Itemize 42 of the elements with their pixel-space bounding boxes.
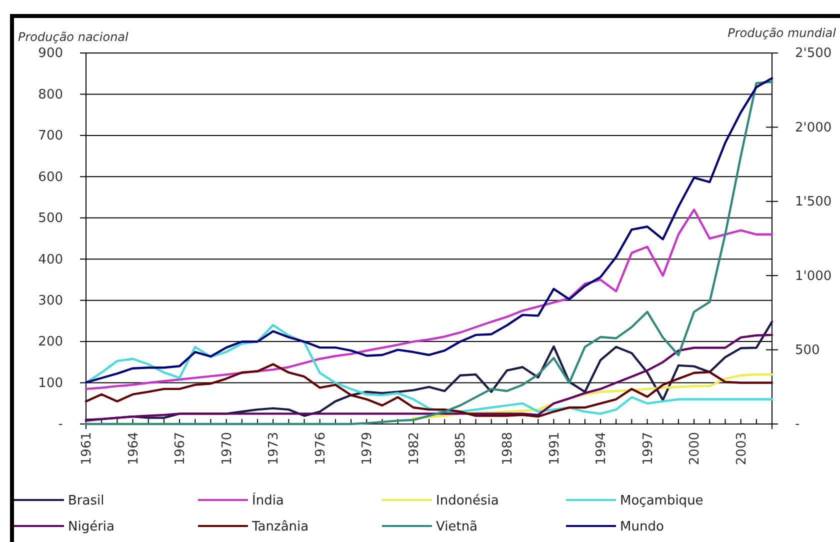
legend-label: Tanzânia xyxy=(251,520,309,535)
y2-tick-label: 1'500 xyxy=(795,194,832,210)
y2-tick-label: - xyxy=(795,417,800,432)
x-tick-label: 1979 xyxy=(360,432,376,466)
y-tick-label: 600 xyxy=(38,170,63,185)
x-tick-label: 1973 xyxy=(266,432,282,466)
y2-axis-title: Produção mundial xyxy=(728,26,837,40)
x-tick-label: 2000 xyxy=(688,432,703,466)
y2-tick-label: 500 xyxy=(795,342,820,358)
x-tick-label: 1970 xyxy=(220,432,235,466)
y-tick-label: 500 xyxy=(38,211,63,226)
x-tick-label: 1997 xyxy=(640,432,656,466)
x-tick-label: 1961 xyxy=(80,432,95,466)
y-tick-label: 800 xyxy=(38,87,63,102)
x-tick-label: 1994 xyxy=(594,432,610,466)
x-tick-label: 1982 xyxy=(406,432,422,466)
legend-label: Indonésia xyxy=(436,494,499,509)
y-tick-label: 700 xyxy=(38,128,63,144)
x-tick-label: 1964 xyxy=(126,432,142,466)
y2-tick-label: 1'000 xyxy=(795,268,832,284)
x-tick-label: 1988 xyxy=(500,432,516,466)
x-tick-label: 1967 xyxy=(173,432,188,466)
x-tick-label: 1991 xyxy=(547,432,562,466)
y-tick-label: 300 xyxy=(38,293,63,308)
x-tick-label: 1985 xyxy=(454,432,469,466)
legend-label: Mundo xyxy=(620,520,664,535)
legend-label: Moçambique xyxy=(620,494,704,509)
y-tick-label: 900 xyxy=(38,46,63,62)
x-tick-label: 2003 xyxy=(734,432,750,466)
y2-tick-label: 2'000 xyxy=(795,120,832,136)
y-tick-label: 100 xyxy=(38,376,63,391)
line-series xyxy=(412,373,774,420)
y2-tick-label: 2'500 xyxy=(795,46,832,62)
y-tick-label: 400 xyxy=(38,252,63,268)
legend-label: Vietnã xyxy=(436,520,478,535)
y-tick-label: - xyxy=(58,417,64,432)
y-axis-title: Produção nacional xyxy=(18,30,130,44)
x-tick-label: 1976 xyxy=(313,432,328,466)
legend-label: Brasil xyxy=(68,494,104,509)
legend-label: Nigéria xyxy=(68,520,115,535)
legend-label: Índia xyxy=(252,492,284,509)
y-tick-label: 200 xyxy=(38,334,63,350)
